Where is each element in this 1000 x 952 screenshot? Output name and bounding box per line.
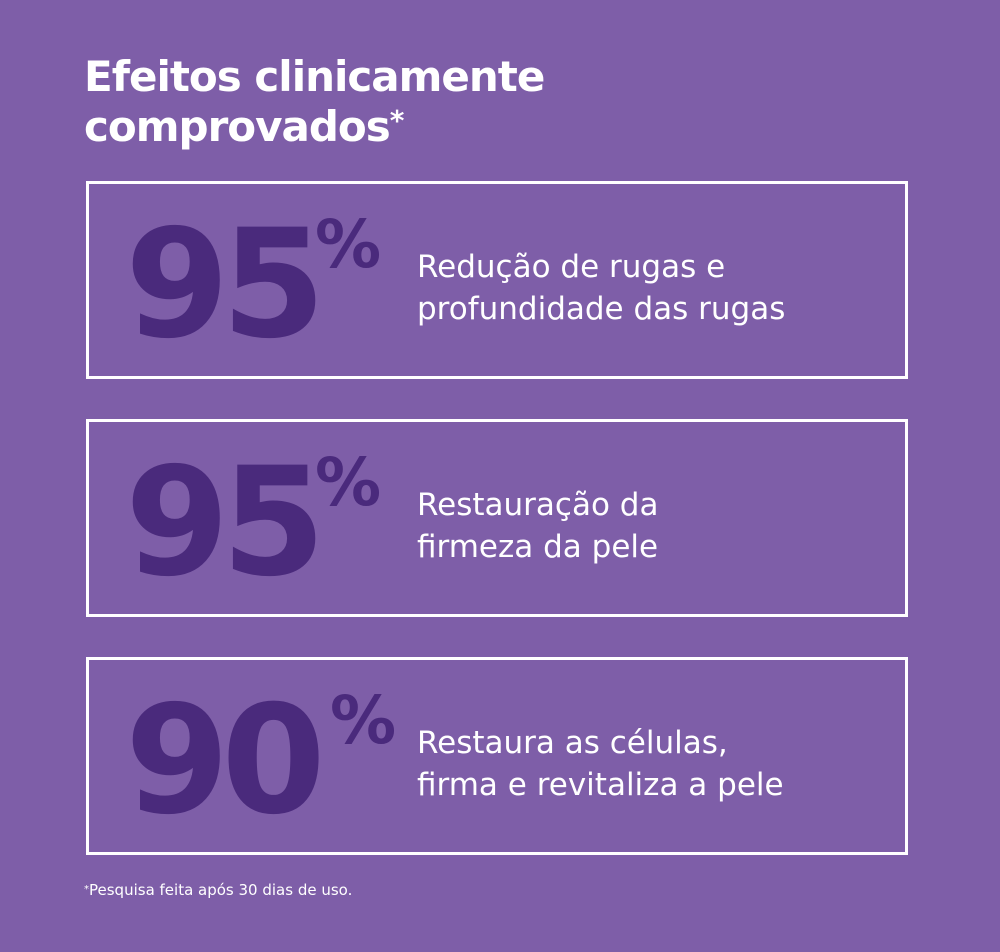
title-line-2: comprovados* <box>84 102 544 152</box>
stat-figure: 95 % <box>125 440 415 600</box>
stat-card-firmness-restoration: 95 % Restauração da firmeza da pele <box>86 419 908 617</box>
stat-value: 95 <box>125 436 326 610</box>
stat-figure: 90 % <box>125 678 415 838</box>
stat-unit: % <box>330 682 397 759</box>
stat-description: Redução de rugas e profundidade das ruga… <box>417 246 877 330</box>
title-line-2-text: comprovados <box>84 102 391 151</box>
stat-card-wrinkle-reduction: 95 % Redução de rugas e profundidade das… <box>86 181 908 379</box>
stat-description-line-1: Restaura as células, <box>417 725 728 761</box>
stat-description-line-2: profundidade das rugas <box>417 291 786 327</box>
stat-description-line-1: Restauração da <box>417 487 659 523</box>
stat-description: Restauração da firmeza da pele <box>417 484 877 568</box>
footnote-asterisk: * <box>84 884 89 895</box>
stat-value: 95 <box>125 198 326 372</box>
stat-figure: 95 % <box>125 202 415 362</box>
footnote-text: Pesquisa feita após 30 dias de uso. <box>89 881 353 899</box>
stat-card-cell-restoration: 90 % Restaura as células, firma e revita… <box>86 657 908 855</box>
stat-unit: % <box>315 206 382 283</box>
title-asterisk: * <box>389 104 405 137</box>
stat-value: 90 <box>125 674 326 848</box>
stat-description-line-1: Redução de rugas e <box>417 249 726 285</box>
footnote: *Pesquisa feita após 30 dias de uso. <box>84 880 352 900</box>
stat-description-line-2: firmeza da pele <box>417 529 659 565</box>
title-line-1: Efeitos clinicamente <box>84 52 545 101</box>
stat-description-line-2: firma e revitaliza a pele <box>417 767 784 803</box>
stat-description: Restaura as células, firma e revitaliza … <box>417 722 877 806</box>
stat-unit: % <box>315 444 382 521</box>
page-title: Efeitos clinicamente comprovados* <box>84 52 545 152</box>
